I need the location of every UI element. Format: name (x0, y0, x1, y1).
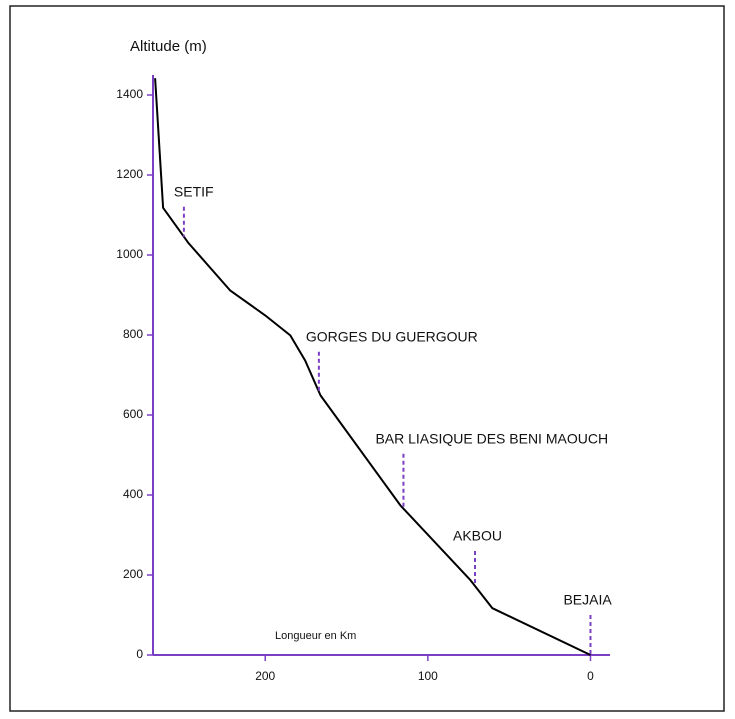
x-tick-label: 0 (587, 669, 594, 683)
frame (9, 5, 725, 712)
annotation-label: BAR LIASIQUE DES BENI MAOUCH (375, 430, 608, 446)
x-tick-label: 100 (418, 669, 438, 683)
annotation-label: SETIF (174, 183, 214, 199)
annotation-label: GORGES DU GUERGOUR (306, 328, 478, 344)
y-tick-label: 1200 (116, 167, 143, 181)
y-tick-label: 400 (123, 487, 143, 501)
y-axis-label: Altitude (m) (130, 38, 207, 55)
annotation-label: AKBOU (453, 528, 502, 544)
annotation-label: BEJAIA (563, 592, 612, 608)
y-tick-label: 1400 (116, 87, 143, 101)
y-tick-label: 200 (123, 567, 143, 581)
y-tick-label: 0 (136, 647, 143, 661)
y-tick-label: 600 (123, 407, 143, 421)
x-axis-label: Longueur en Km (275, 630, 356, 642)
x-tick-label: 200 (255, 669, 275, 683)
y-tick-label: 800 (123, 327, 143, 341)
y-tick-label: 1000 (116, 247, 143, 261)
profile-line (154, 78, 591, 656)
